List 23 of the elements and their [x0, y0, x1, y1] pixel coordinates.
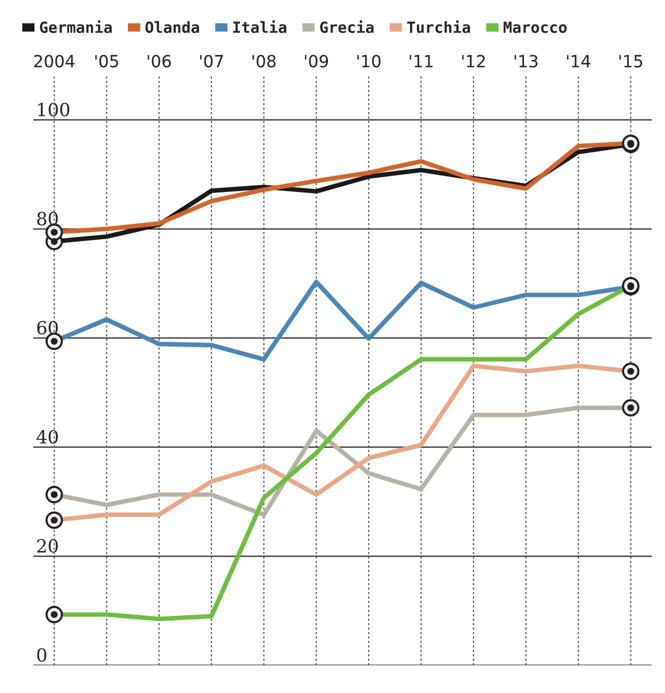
legend-label: Germania [40, 20, 112, 34]
x-tick-label: '11 [410, 55, 432, 68]
x-tick-label: '07 [200, 54, 223, 68]
x-tick-label: '05 [95, 54, 118, 68]
legend-label: Marocco [504, 22, 567, 34]
x-tick-label: '08 [252, 54, 276, 68]
y-tick-label: 40 [36, 430, 58, 444]
x-tick-label: 2004 [34, 54, 74, 68]
y-tick-label: 20 [37, 539, 58, 553]
y-tick-label: 100 [38, 102, 70, 116]
x-tick-label: '13 [514, 54, 538, 68]
x-tick-label: '09 [304, 54, 328, 68]
x-tick-label: '12 [462, 54, 485, 68]
legend-label: Turchia [407, 20, 470, 34]
x-tick-label: '06 [148, 54, 171, 68]
legend-label: Italia [233, 20, 286, 34]
y-tick-label: 0 [37, 648, 46, 662]
x-tick-label: '14 [567, 55, 590, 68]
legend-label: Grecia [320, 20, 374, 34]
x-tick-label: '15 [619, 55, 642, 68]
legend-label: Olanda [145, 21, 199, 34]
y-tick-label: 80 [37, 212, 58, 226]
x-tick-label: '10 [357, 54, 380, 68]
